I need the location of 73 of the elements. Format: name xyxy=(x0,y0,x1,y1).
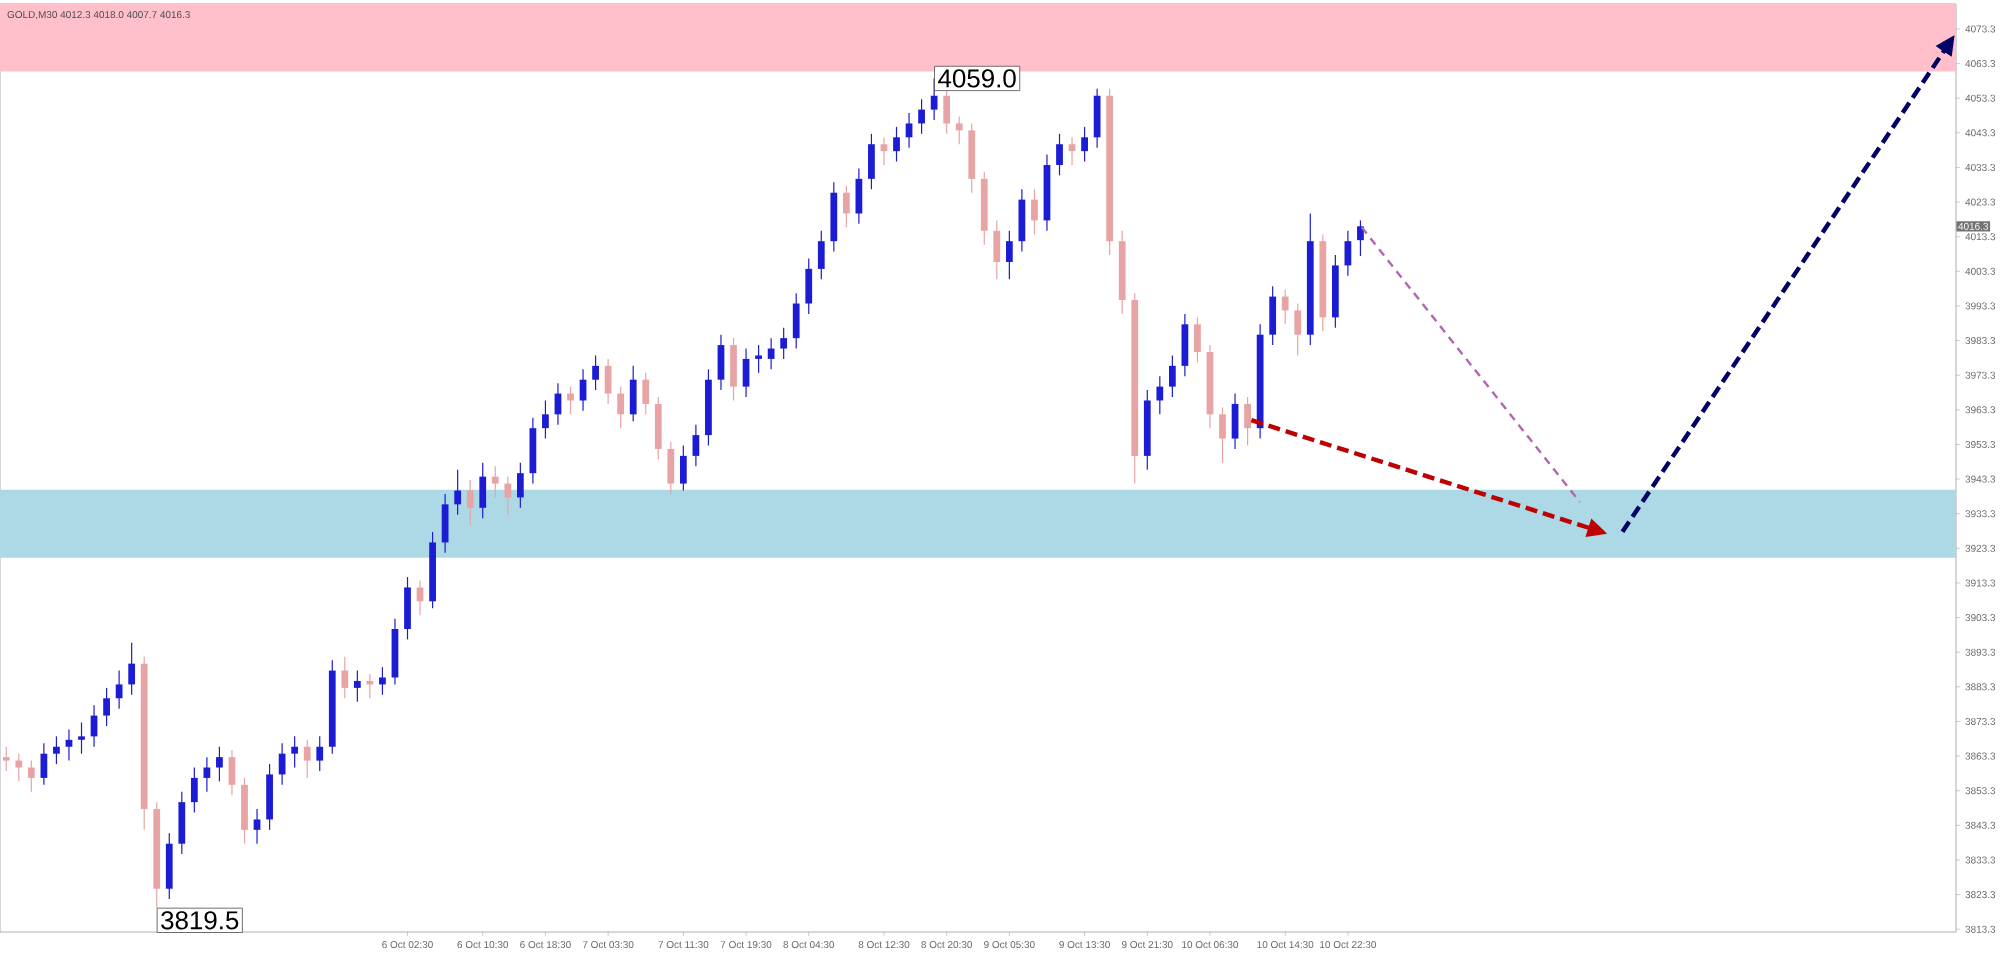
candlestick xyxy=(1081,126,1088,163)
candlestick xyxy=(128,642,136,696)
candlestick xyxy=(504,476,512,516)
candlestick xyxy=(404,576,411,640)
candlestick xyxy=(1031,188,1038,235)
candlestick xyxy=(842,185,850,228)
candlestick xyxy=(479,462,487,519)
candlestick xyxy=(278,742,286,786)
candlestick xyxy=(303,739,311,779)
candlestick xyxy=(78,721,85,755)
candlestick xyxy=(491,465,499,499)
candlestick xyxy=(817,230,825,280)
candlestick xyxy=(993,219,1001,280)
candlestick xyxy=(805,257,813,315)
candlestick xyxy=(1093,88,1101,149)
candlestick xyxy=(516,462,524,509)
candlestick xyxy=(1181,313,1189,377)
candlestick xyxy=(1168,354,1176,398)
candlestick xyxy=(1357,219,1364,257)
candlestick xyxy=(27,759,35,793)
candlestick xyxy=(780,327,788,360)
candlestick xyxy=(617,386,625,429)
candlestick xyxy=(654,396,662,460)
candlestick xyxy=(216,746,223,782)
candlestick xyxy=(379,666,386,696)
candlestick xyxy=(178,791,186,855)
candlestick xyxy=(1156,375,1164,415)
candlestick xyxy=(1269,285,1277,346)
candlestick xyxy=(918,98,925,135)
candlestick xyxy=(253,808,261,845)
candlestick xyxy=(353,669,361,703)
candlestick xyxy=(241,777,248,845)
candlestick xyxy=(667,441,675,495)
candlestick xyxy=(943,88,951,135)
candlestick xyxy=(592,354,599,391)
candlestick xyxy=(1244,396,1251,447)
candlestick xyxy=(316,735,324,772)
candlestick xyxy=(955,115,963,145)
candlestick xyxy=(115,669,123,710)
candlestick xyxy=(679,444,687,492)
candlestick xyxy=(2,746,10,772)
candlestick xyxy=(755,344,762,374)
candlestick xyxy=(1005,230,1013,280)
candlestick xyxy=(542,399,549,440)
candlestick xyxy=(717,334,725,391)
candlestick xyxy=(454,469,462,516)
candlestick xyxy=(930,77,938,121)
candlestick xyxy=(792,292,800,350)
candlestick xyxy=(103,687,110,727)
candlestick xyxy=(1194,316,1201,363)
candlestick xyxy=(165,832,173,900)
candlestick xyxy=(742,347,750,398)
candlestick xyxy=(1219,406,1226,464)
candlestick xyxy=(767,337,775,370)
candlestick xyxy=(1056,133,1063,176)
annotation: 3819.5 xyxy=(161,911,239,930)
candlestick xyxy=(1281,289,1289,325)
candlestick xyxy=(341,656,349,699)
candlestick xyxy=(642,372,650,415)
candlestick xyxy=(266,763,273,831)
candlestick xyxy=(604,358,612,405)
annotation: 4059.0 xyxy=(938,69,1016,88)
candlestick xyxy=(1294,302,1302,357)
candlestick xyxy=(190,766,198,814)
candlestick xyxy=(53,735,60,765)
candlestick xyxy=(15,753,23,782)
candlestick xyxy=(441,493,449,554)
candlestick xyxy=(868,133,875,190)
candlestick xyxy=(730,337,737,402)
candlestick xyxy=(466,479,474,526)
candlestick xyxy=(893,126,900,163)
candlestick xyxy=(291,735,299,769)
candlestick xyxy=(629,365,637,422)
